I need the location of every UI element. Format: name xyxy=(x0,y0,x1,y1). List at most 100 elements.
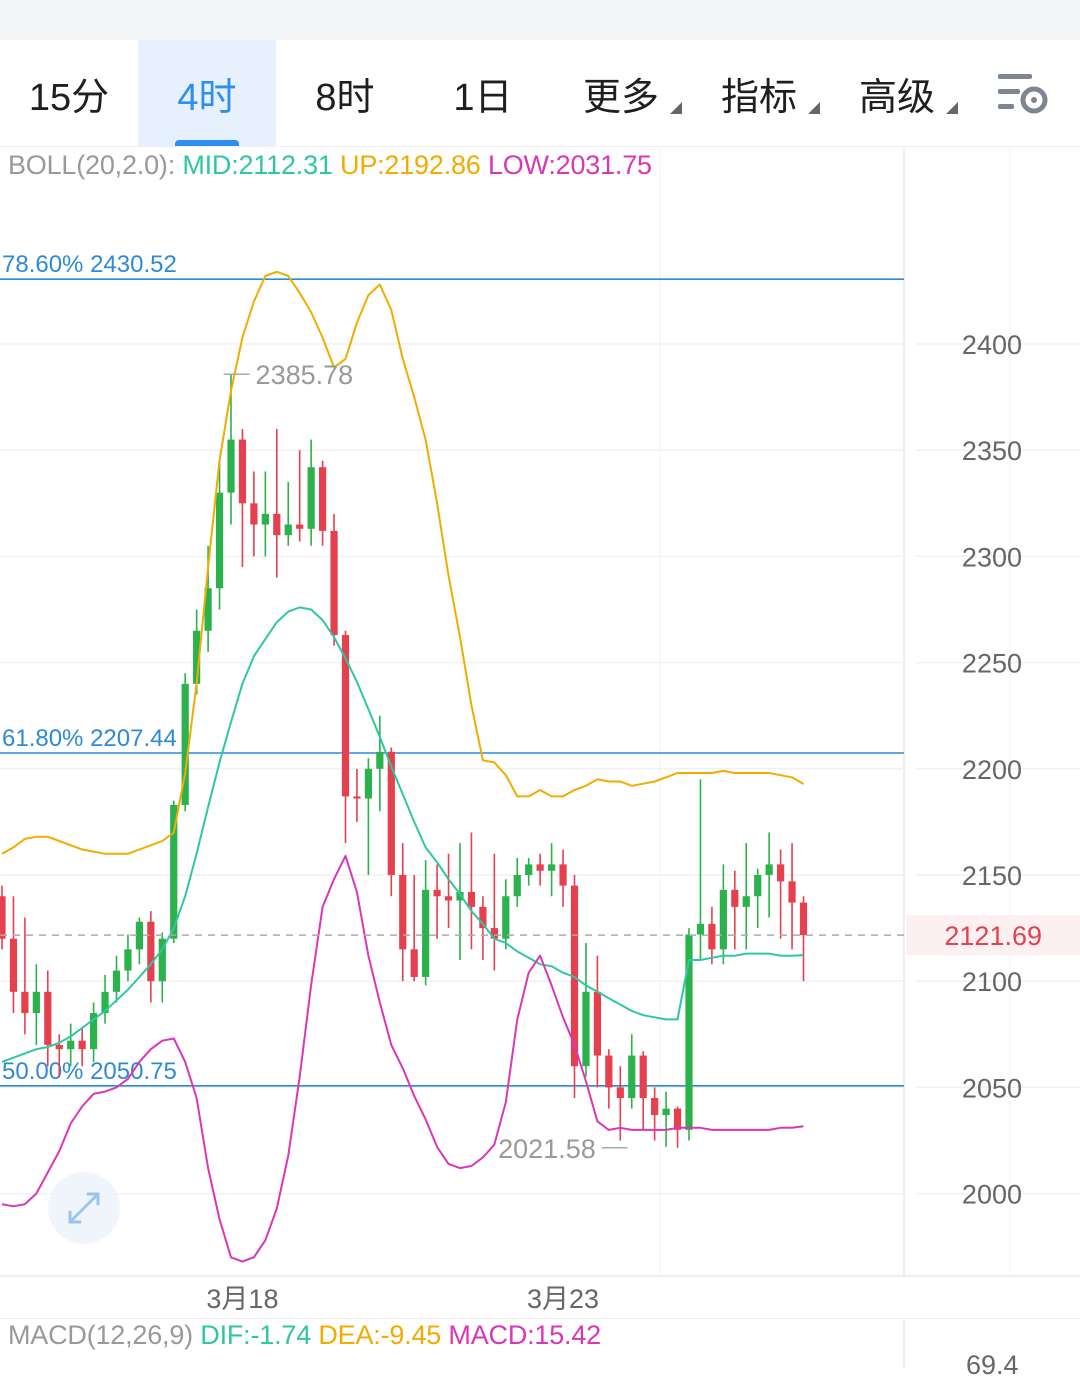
candle-body xyxy=(32,991,40,1014)
tab-label: 4时 xyxy=(177,76,237,119)
candle-body xyxy=(410,949,418,977)
tab-15min[interactable]: 15分 xyxy=(0,40,138,146)
candle-body xyxy=(536,864,544,871)
tab-more-dropdown[interactable]: 更多 xyxy=(552,40,690,146)
boll-low: LOW:2031.75 xyxy=(487,150,652,180)
timeframe-tab-bar: 15分 4时 8时 1日 更多 指标 高级 xyxy=(0,40,1080,148)
candle-body xyxy=(376,751,384,769)
candle-body xyxy=(158,938,166,982)
tab-label: 1日 xyxy=(453,76,513,119)
candle-body xyxy=(399,875,407,950)
candle-body xyxy=(685,934,693,1130)
tab-advanced-dropdown[interactable]: 高级 xyxy=(828,40,966,146)
candle-body xyxy=(307,467,315,529)
candle-body xyxy=(754,875,762,897)
candle-body xyxy=(513,875,521,897)
candle-body xyxy=(341,634,350,797)
candle-body xyxy=(777,864,785,882)
candle-body xyxy=(719,889,727,950)
candle-body xyxy=(387,751,395,875)
y-tick-label: 2100 xyxy=(962,967,1022,997)
candle-body xyxy=(708,923,716,950)
macd-legend: MACD(12,26,9) DIF:-1.74 DEA:-9.45 MACD:1… xyxy=(8,1320,601,1351)
boll-up: UP:2192.86 xyxy=(340,150,481,180)
candle-body xyxy=(9,938,18,992)
candle-body xyxy=(67,1040,75,1050)
candle-body xyxy=(673,1108,682,1130)
macd-dif: DIF:-1.74 xyxy=(200,1320,312,1350)
tab-indicators-dropdown[interactable]: 指标 xyxy=(690,40,828,146)
fib-level-label: 78.60% 2430.52 xyxy=(2,251,177,278)
chart-settings-icon[interactable] xyxy=(990,68,1054,120)
candle-body xyxy=(193,630,201,684)
y-tick-label: 2050 xyxy=(962,1073,1022,1103)
candle-body xyxy=(238,439,247,504)
y-tick-label: 2300 xyxy=(962,542,1022,572)
fibonacci-levels: 78.60% 2430.52 61.80% 2207.44 50.00% 2050.… xyxy=(0,251,904,1087)
candle-body xyxy=(215,492,224,589)
candle-body xyxy=(548,864,556,871)
candle-body xyxy=(433,889,441,897)
candle-body xyxy=(639,1055,647,1099)
current-price-label: 2121.69 xyxy=(944,921,1042,951)
boll-line-mid xyxy=(1,606,804,1063)
candle-body xyxy=(90,1013,98,1050)
candle-body xyxy=(55,1044,63,1050)
candle-body xyxy=(101,991,109,1014)
candle-body xyxy=(479,906,487,929)
candle-body xyxy=(525,864,533,875)
y-tick-label: 2000 xyxy=(962,1180,1022,1210)
tab-divider xyxy=(0,146,1080,147)
candle-body xyxy=(227,439,235,493)
macd-value: MACD:15.42 xyxy=(448,1320,601,1350)
candle-body xyxy=(78,1040,86,1050)
active-tab-indicator xyxy=(175,140,239,146)
chart-annotations: 2121.69 2385.78 2021.58 xyxy=(0,360,1080,1164)
x-tick-label: 3月23 xyxy=(527,1284,599,1314)
candle-body xyxy=(296,524,304,529)
candle-body xyxy=(490,928,498,939)
tab-label: 高级 xyxy=(858,76,935,119)
tab-label: 更多 xyxy=(582,76,659,119)
tab-label: 指标 xyxy=(720,76,797,119)
dropdown-caret-icon xyxy=(670,102,682,114)
dropdown-caret-icon xyxy=(946,102,958,114)
price-chart[interactable]: 78.60% 2430.52 61.80% 2207.44 50.00% 2050.… xyxy=(0,0,1080,1320)
candle-body xyxy=(364,768,372,799)
candle-body xyxy=(181,683,189,805)
y-tick-label: 2350 xyxy=(962,436,1022,466)
candle-body xyxy=(170,804,178,939)
candle-body xyxy=(273,513,281,536)
candle-body xyxy=(204,588,212,631)
boll-line-low xyxy=(1,854,804,1263)
candle-body xyxy=(696,923,705,935)
candlesticks xyxy=(0,374,808,1148)
macd-name: MACD(12,26,9) xyxy=(8,1320,193,1350)
candle-body xyxy=(44,991,52,1045)
time-axis: 3月18 3月23 xyxy=(206,1284,599,1314)
candle-body xyxy=(628,1055,636,1099)
candle-body xyxy=(616,1087,624,1099)
current-price-tag xyxy=(906,915,1080,956)
candle-body xyxy=(319,467,327,531)
tab-1d[interactable]: 1日 xyxy=(414,40,552,146)
candle-body xyxy=(765,864,773,875)
candle-body xyxy=(330,530,338,635)
y-tick-label: 2250 xyxy=(962,649,1022,679)
tab-label: 15分 xyxy=(28,76,110,119)
candle-body xyxy=(570,885,579,1067)
candle-body xyxy=(147,921,155,982)
candle-body xyxy=(788,881,796,903)
tab-8h[interactable]: 8时 xyxy=(276,40,414,146)
candle-body xyxy=(444,896,453,901)
expand-chart-button[interactable] xyxy=(48,1172,120,1244)
tab-4h[interactable]: 4时 xyxy=(138,40,276,146)
candle-body xyxy=(559,864,567,886)
candle-body xyxy=(21,991,29,1014)
high-marker-label: 2385.78 xyxy=(256,360,354,390)
candle-body xyxy=(422,889,430,977)
candle-body xyxy=(261,513,269,525)
candle-body xyxy=(112,970,121,992)
dropdown-caret-icon xyxy=(808,102,820,114)
candle-body xyxy=(742,896,750,907)
